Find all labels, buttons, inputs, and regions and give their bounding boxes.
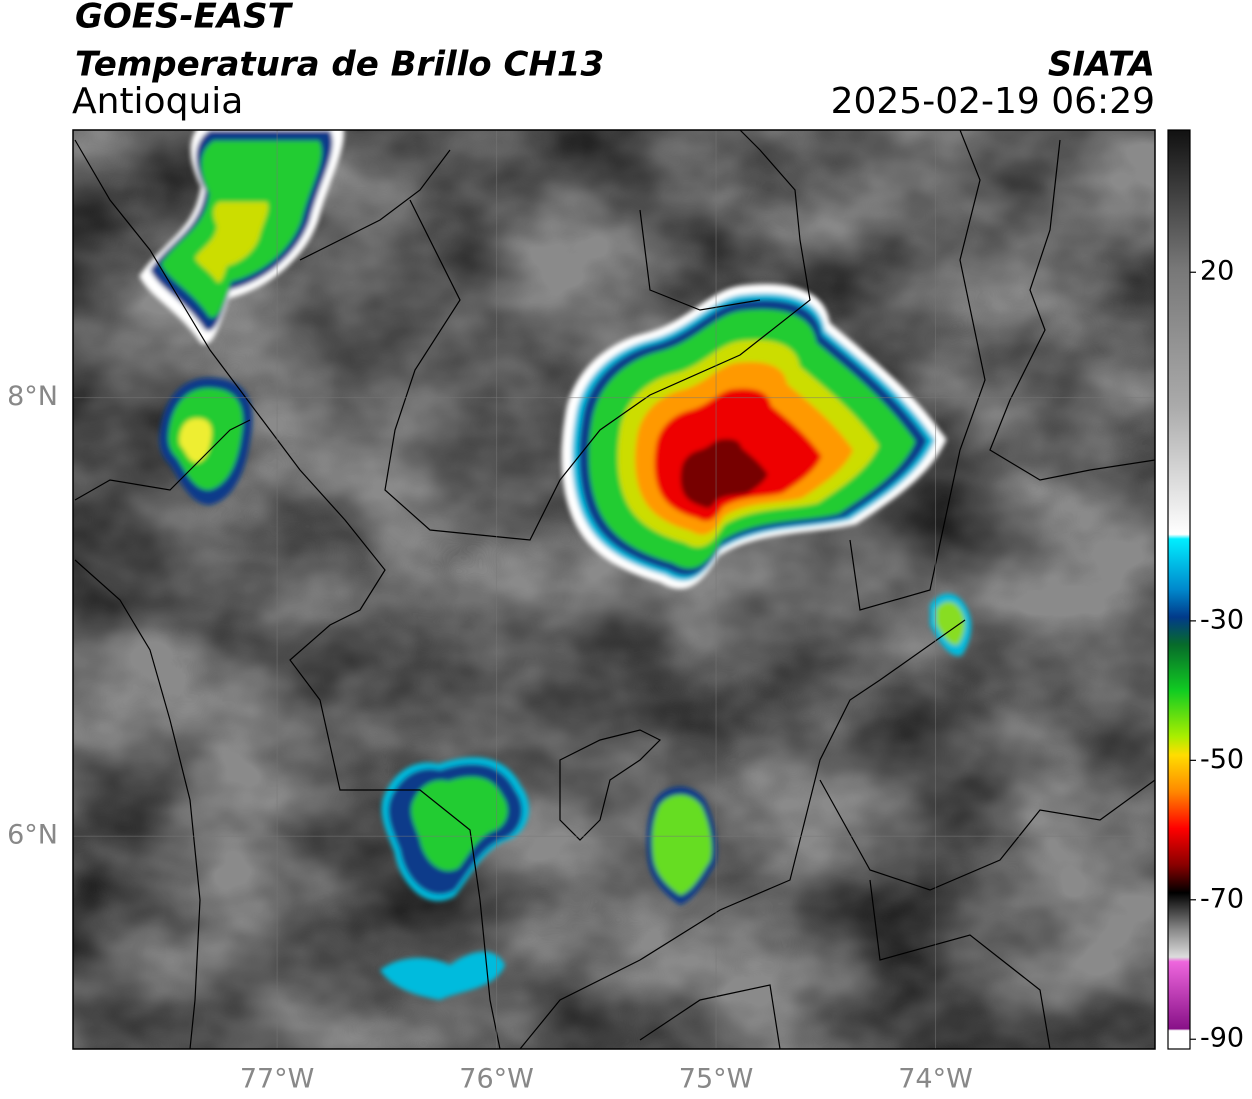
grid xyxy=(73,130,1155,1049)
colorbar-tick-label: -70 xyxy=(1200,883,1244,914)
cell-south xyxy=(380,757,529,1000)
colorbar xyxy=(1167,129,1191,1050)
colorbar-tick-label: -30 xyxy=(1200,604,1244,635)
region: Antioquia xyxy=(72,81,243,122)
convective-cells xyxy=(139,130,972,1000)
datetime: 2025-02-19 06:29 xyxy=(831,81,1155,122)
product: Temperatura de Brillo CH13 xyxy=(75,45,604,85)
colorbar-tick-label: 20 xyxy=(1200,256,1234,287)
colorbar-tick-label: -50 xyxy=(1200,744,1244,775)
lat-tick-label: 8°N xyxy=(7,381,58,412)
map xyxy=(73,130,1155,1049)
lon-tick-label: 74°W xyxy=(898,1064,973,1095)
lon-tick-label: 76°W xyxy=(459,1064,534,1095)
map-frame xyxy=(72,129,1156,1050)
source: SIATA xyxy=(1048,45,1155,85)
borders xyxy=(74,130,1155,1049)
lon-tick-label: 77°W xyxy=(240,1064,315,1095)
satellite: GOES-EAST xyxy=(75,0,294,37)
colorbar-tick-label: -90 xyxy=(1200,1023,1244,1054)
lon-tick-label: 75°W xyxy=(679,1064,754,1095)
lat-tick-label: 6°N xyxy=(7,820,58,851)
